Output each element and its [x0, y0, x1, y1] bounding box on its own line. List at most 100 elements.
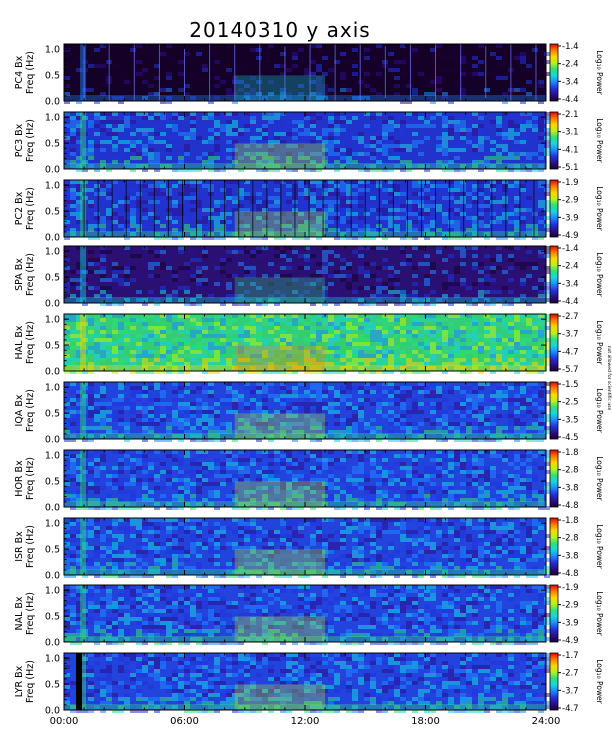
event-stripe: [80, 314, 87, 371]
y-tick-label: 1.0: [45, 586, 60, 597]
y-tick-label: 1.0: [45, 45, 60, 56]
colorbar-tick-label: -2.4: [562, 262, 579, 272]
colorbar: [549, 652, 559, 711]
y-axis-label: HOR BxFreq (Hz): [14, 457, 36, 500]
colorbar-tick-label: -4.4: [562, 297, 579, 307]
station-label: NAL Bx: [14, 596, 25, 630]
y-tick-label: 1.0: [45, 247, 60, 258]
station-label: LYR Bx: [14, 665, 25, 697]
colorbar-tick-label: -3.4: [562, 279, 579, 289]
freq-label: Freq (Hz): [25, 660, 36, 703]
y-tick-label: 0.0: [45, 233, 60, 244]
y-tick-label: 0.5: [45, 341, 60, 352]
spectrogram-texture: [64, 246, 550, 306]
y-tick-label: 0.0: [45, 97, 60, 108]
y-tick-label: 0.5: [45, 207, 60, 218]
colorbar-label: Log₁₀ Power: [595, 456, 604, 501]
station-label: SPA Bx: [14, 258, 25, 291]
station-label: ISR Bx: [14, 531, 25, 562]
event-stripe: [80, 653, 87, 710]
colorbar-tick-label: -3.9: [562, 213, 579, 223]
colorbar-label: Log₁₀ Power: [595, 388, 604, 433]
chart-title: 20140310 y axis: [189, 18, 371, 42]
colorbar: [549, 449, 559, 508]
colorbar-tick-label: -2.7: [562, 669, 579, 679]
freq-label: Freq (Hz): [25, 525, 36, 568]
panel-pc2: 0.0 0.5 1.0 PC2 BxFreq (Hz) -1.9 -2.9 -3.9 -4.9…: [14, 178, 604, 244]
midday-enhancement: [234, 684, 326, 710]
event-stripe: [80, 382, 87, 439]
panel-pc4: 0.0 0.5 1.0 PC4 BxFreq (Hz) -1.4 -2.4 -3.4 -4.4…: [14, 42, 604, 108]
y-tick-label: 1.0: [45, 181, 60, 192]
colorbar-tick-label: -4.9: [562, 231, 579, 241]
station-label: HAL Bx: [14, 325, 25, 359]
spectrogram-texture: [64, 314, 550, 374]
y-tick-label: 1.0: [45, 451, 60, 462]
colorbar: [549, 111, 559, 170]
colorbar-tick-label: -4.8: [562, 569, 579, 579]
y-tick-label: 1.0: [45, 654, 60, 665]
midday-enhancement: [234, 616, 326, 642]
colorbar-tick-label: -1.9: [562, 583, 579, 593]
y-tick-label: 0.0: [45, 299, 60, 310]
colorbar-label: Log₁₀ Power: [595, 50, 604, 95]
y-tick-label: 0.5: [45, 612, 60, 623]
panel-hal: 0.0 0.5 1.0 HAL BxFreq (Hz) -2.7 -3.7 -4.7 -5.7…: [14, 312, 604, 378]
freq-label: Freq (Hz): [25, 389, 36, 432]
station-label: PC3 Bx: [14, 123, 25, 157]
colorbar-tick-label: -3.7: [562, 330, 579, 340]
y-tick-label: 0.0: [45, 503, 60, 514]
station-label: PC2 Bx: [14, 191, 25, 225]
y-axis-label: PC4 BxFreq (Hz): [14, 51, 36, 94]
y-tick-label: 0.5: [45, 409, 60, 420]
colorbar-tick-label: -1.9: [562, 178, 579, 188]
colorbar: [549, 313, 559, 372]
freq-label: Freq (Hz): [25, 321, 36, 364]
colorbar-tick-label: -1.4: [562, 244, 579, 254]
colorbar-tick-label: -3.8: [562, 551, 579, 561]
colorbar-tick-label: -2.8: [562, 466, 579, 476]
colorbar-tick-label: -4.4: [562, 95, 579, 105]
freq-label: Freq (Hz): [25, 119, 36, 162]
freq-label: Freq (Hz): [25, 253, 36, 296]
y-tick-label: 0.5: [45, 273, 60, 284]
y-tick-label: 0.0: [45, 706, 60, 717]
colorbar: [549, 245, 559, 304]
y-tick-label: 0.5: [45, 545, 60, 556]
y-axis-label: HAL BxFreq (Hz): [14, 321, 36, 364]
colorbar-tick-label: -1.4: [562, 42, 579, 52]
y-tick-label: 0.0: [45, 367, 60, 378]
colorbar-label: Log₁₀ Power: [595, 252, 604, 297]
colorbar: [549, 381, 559, 440]
y-axis-label: IQA BxFreq (Hz): [14, 389, 36, 432]
spectrogram-texture: [64, 518, 550, 578]
station-label: PC4 Bx: [14, 55, 25, 89]
colorbar-tick-label: -4.1: [562, 145, 579, 155]
y-tick-label: 0.0: [45, 435, 60, 446]
colorbar-tick-label: -5.7: [562, 365, 579, 375]
colorbar-tick-label: -2.9: [562, 196, 579, 206]
panel-spa: 0.0 0.5 1.0 SPA BxFreq (Hz) -1.4 -2.4 -3.4 -4.4…: [14, 244, 604, 310]
y-axis-label: PC2 BxFreq (Hz): [14, 187, 36, 230]
midday-enhancement: [234, 277, 326, 303]
panel-lyr: 0.0 0.5 1.0 LYR BxFreq (Hz) -1.7 -2.7 -3.7 -4.7…: [14, 651, 604, 717]
y-tick-label: 0.5: [45, 680, 60, 691]
panel-hor: 0.0 0.5 1.0 HOR BxFreq (Hz) -1.8 -2.8 -3.8 -4.8…: [14, 448, 604, 514]
y-tick-label: 1.0: [45, 113, 60, 124]
data-gap: [76, 653, 83, 710]
event-stripe: [80, 518, 87, 575]
colorbar-tick-label: -3.4: [562, 77, 579, 87]
freq-label: Freq (Hz): [25, 51, 36, 94]
panel-nal: 0.0 0.5 1.0 NAL BxFreq (Hz) -1.9 -2.9 -3.9 -4.9…: [14, 583, 604, 649]
y-axis-label: PC3 BxFreq (Hz): [14, 119, 36, 162]
colorbar-tick-label: -2.7: [562, 312, 579, 322]
y-tick-label: 0.0: [45, 571, 60, 582]
colorbar-tick-label: -1.5: [562, 380, 579, 390]
spectrogram-texture: [64, 653, 550, 713]
y-tick-label: 0.5: [45, 477, 60, 488]
event-stripe: [80, 180, 87, 237]
colorbar-tick-label: -4.8: [562, 501, 579, 511]
panel-iqa: 0.0 0.5 1.0 IQA BxFreq (Hz) -1.5 -2.5 -3.5 -4.5…: [14, 380, 604, 446]
spectrogram-texture: [64, 585, 550, 645]
colorbar-tick-label: -3.7: [562, 686, 579, 696]
